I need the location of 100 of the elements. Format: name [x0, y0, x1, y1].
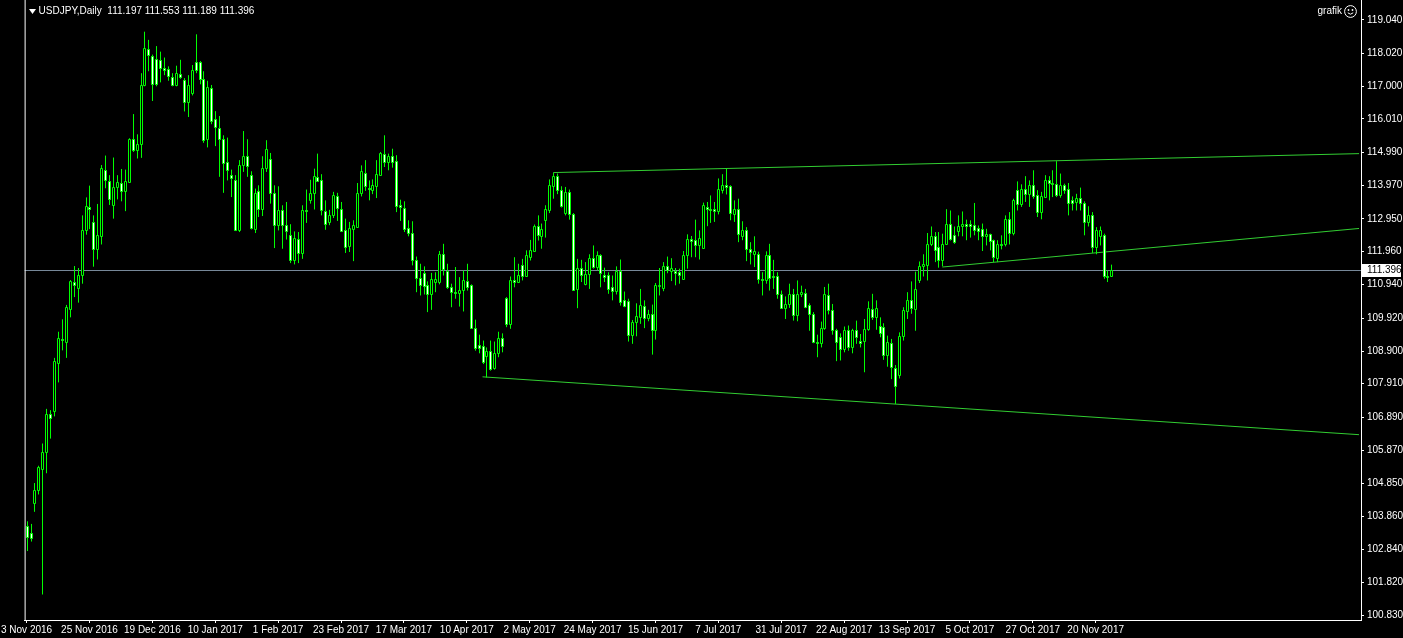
candlestick — [564, 186, 567, 216]
candlestick — [1020, 183, 1023, 208]
candlestick — [717, 177, 720, 215]
candlestick — [996, 239, 999, 263]
candlestick — [973, 202, 976, 236]
candlestick — [88, 185, 91, 230]
x-tick-label: 15 Jun 2017 — [627, 623, 684, 635]
candlestick — [438, 250, 441, 285]
candlestick — [281, 204, 284, 250]
candlestick — [454, 266, 457, 300]
candlestick — [1004, 214, 1007, 247]
y-tick-label: 117.000 — [1367, 80, 1403, 92]
candlestick — [1036, 189, 1039, 218]
candlestick — [230, 169, 233, 198]
candlestick — [159, 51, 162, 83]
candlestick — [937, 231, 940, 269]
y-tick-label: 112.950 — [1367, 212, 1403, 224]
candlestick — [446, 263, 449, 290]
candlestick — [709, 194, 712, 224]
candlestick — [690, 235, 693, 258]
candlestick — [839, 332, 842, 361]
candlestick — [1055, 160, 1058, 198]
y-tick-label: 107.910 — [1367, 377, 1403, 389]
candlestick — [670, 257, 673, 282]
candlestick — [914, 271, 917, 332]
y-tick-label: 106.890 — [1367, 410, 1403, 422]
x-tick-label: 24 May 2017 — [563, 623, 622, 635]
candlestick — [364, 159, 367, 192]
candlestick — [419, 263, 422, 296]
candlestick — [1028, 179, 1031, 208]
candlestick — [336, 192, 339, 222]
candlestick — [639, 288, 642, 325]
y-tick-label: 100.830 — [1367, 608, 1403, 620]
y-tick-label: 109.920 — [1367, 311, 1403, 323]
candlestick — [525, 249, 528, 277]
candlestick — [1103, 233, 1106, 280]
candlestick — [792, 288, 795, 322]
candlestick — [246, 138, 249, 178]
candlestick — [843, 326, 846, 353]
candlestick — [957, 214, 960, 237]
candlestick — [643, 299, 646, 329]
y-tick-label: 105.870 — [1367, 444, 1403, 456]
candlestick — [847, 325, 850, 352]
candlestick — [599, 253, 602, 288]
x-tick-label: 7 Jul 2017 — [695, 623, 742, 635]
y-tick-label: 119.040 — [1367, 13, 1403, 25]
candlestick — [462, 270, 465, 312]
x-tick-label: 23 Feb 2017 — [312, 623, 370, 635]
candlestick — [1059, 173, 1062, 199]
y-tick-label: 114.990 — [1367, 146, 1403, 158]
candlestick — [619, 259, 622, 307]
candlestick — [851, 328, 854, 354]
x-tick-label: 5 Oct 2017 — [945, 623, 995, 635]
y-tick-label: 101.820 — [1367, 576, 1403, 588]
candlestick — [309, 179, 312, 205]
candlestick — [784, 295, 787, 320]
candlestick — [293, 230, 296, 265]
y-tick-label: 108.900 — [1367, 345, 1403, 357]
x-tick-label: 1 Feb 2017 — [252, 623, 304, 635]
x-tick-label: 3 Nov 2016 — [1, 623, 53, 635]
x-tick-label: 17 Mar 2017 — [375, 623, 433, 635]
candlestick — [332, 191, 335, 219]
candlestick — [277, 185, 280, 231]
x-tick-label: 13 Sep 2017 — [878, 623, 936, 635]
candlestick — [737, 198, 740, 243]
candlestick — [92, 214, 95, 268]
x-tick-label: 2 May 2017 — [503, 623, 557, 635]
candlestick — [301, 204, 304, 260]
y-tick-label: 102.840 — [1367, 543, 1403, 555]
candlestick — [183, 77, 186, 112]
candlestick — [702, 202, 705, 250]
candlestick — [403, 200, 406, 233]
x-tick-label: 10 Apr 2017 — [439, 623, 495, 635]
candlestick — [1067, 182, 1070, 216]
candlestick — [768, 243, 771, 292]
y-tick-label: 110.940 — [1367, 278, 1403, 290]
candlestick — [1091, 211, 1094, 254]
candlestick — [1024, 175, 1027, 203]
candlestick — [489, 340, 492, 372]
candlestick — [493, 341, 496, 371]
x-tick-label: 19 Dec 2016 — [124, 623, 182, 635]
x-tick-label: 27 Oct 2017 — [1005, 623, 1061, 635]
x-tick-label: 20 Nov 2017 — [1067, 623, 1125, 635]
candlestick — [961, 210, 964, 237]
y-tick-label: 104.850 — [1367, 477, 1403, 489]
candlestick — [108, 174, 111, 206]
candlestick — [981, 223, 984, 252]
candlestick — [250, 170, 253, 230]
candlestick — [855, 320, 858, 345]
candlestick — [155, 45, 158, 87]
candlestick — [206, 80, 209, 148]
x-tick-label: 31 Jul 2017 — [755, 623, 808, 635]
candlestick — [796, 279, 799, 322]
candlestick — [875, 299, 878, 331]
candlestick — [662, 261, 665, 292]
y-tick-label: 103.860 — [1367, 509, 1403, 521]
candlestick — [348, 221, 351, 253]
candlestick — [607, 271, 610, 295]
y-tick-label: 116.010 — [1367, 112, 1403, 124]
candlestick — [965, 219, 968, 241]
